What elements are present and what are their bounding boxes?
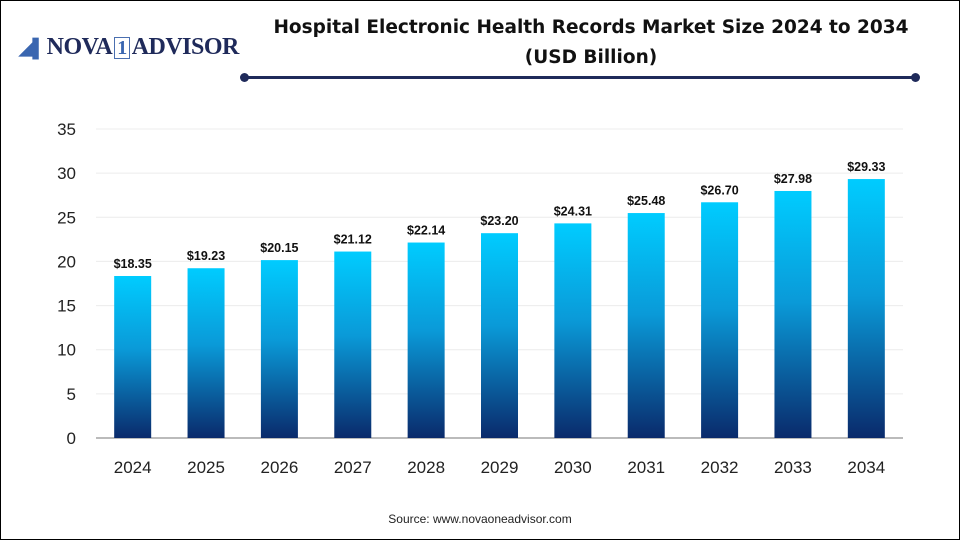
data-label: $19.23: [187, 249, 225, 263]
x-tick-label: 2026: [260, 458, 298, 477]
bar-2027: [334, 251, 372, 438]
data-label: $29.33: [847, 160, 885, 174]
data-label: $21.12: [334, 233, 372, 247]
y-tick-label: 10: [57, 341, 76, 360]
source-note: Source: www.novaoneadvisor.com: [388, 512, 572, 526]
title-divider: [240, 73, 920, 82]
x-tick-label: 2029: [481, 458, 519, 477]
x-tick-label: 2032: [701, 458, 739, 477]
logo-text: NOVA: [46, 34, 113, 60]
logo-number: 1: [114, 37, 130, 59]
bar-2031: [627, 213, 665, 438]
bar-2034: [847, 179, 885, 439]
data-label: $18.35: [114, 257, 152, 271]
x-tick-label: 2028: [407, 458, 445, 477]
bar-2028: [407, 242, 445, 438]
bar-2029: [481, 233, 518, 438]
x-tick-label: 2033: [774, 458, 812, 477]
y-tick-label: 30: [57, 164, 76, 183]
data-label: $25.48: [627, 194, 665, 208]
bar-2025: [187, 268, 225, 438]
data-label: $26.70: [700, 183, 738, 197]
bar-2024: [114, 275, 152, 438]
data-label: $20.15: [260, 241, 298, 255]
x-tick-label: 2034: [847, 458, 885, 477]
x-tick-label: 2027: [334, 458, 372, 477]
nova-advisor-logo: ◢▌NOVA 1 ADVISOR: [19, 34, 239, 61]
data-label: $22.14: [407, 224, 445, 238]
x-tick-label: 2030: [554, 458, 592, 477]
bar-2030: [554, 223, 592, 438]
data-label: $24.31: [554, 204, 592, 218]
bar-2026: [260, 260, 298, 438]
y-tick-label: 0: [67, 429, 76, 448]
y-tick-label: 35: [57, 120, 76, 139]
logo-text-end: ADVISOR: [131, 34, 240, 60]
bar-2033: [774, 190, 812, 438]
x-tick-label: 2031: [627, 458, 665, 477]
y-tick-label: 25: [57, 208, 76, 227]
y-tick-label: 20: [57, 252, 76, 271]
y-tick-label: 5: [67, 385, 76, 404]
bar-2032: [701, 202, 739, 438]
y-tick-label: 15: [57, 297, 76, 316]
x-tick-label: 2024: [114, 458, 152, 477]
x-tick-label: 2025: [187, 458, 225, 477]
data-label: $23.20: [480, 214, 518, 228]
data-label: $27.98: [774, 172, 812, 186]
logo-bars-icon: ◢▌: [19, 38, 45, 58]
chart-title: Hospital Electronic Health Records Marke…: [273, 17, 909, 68]
